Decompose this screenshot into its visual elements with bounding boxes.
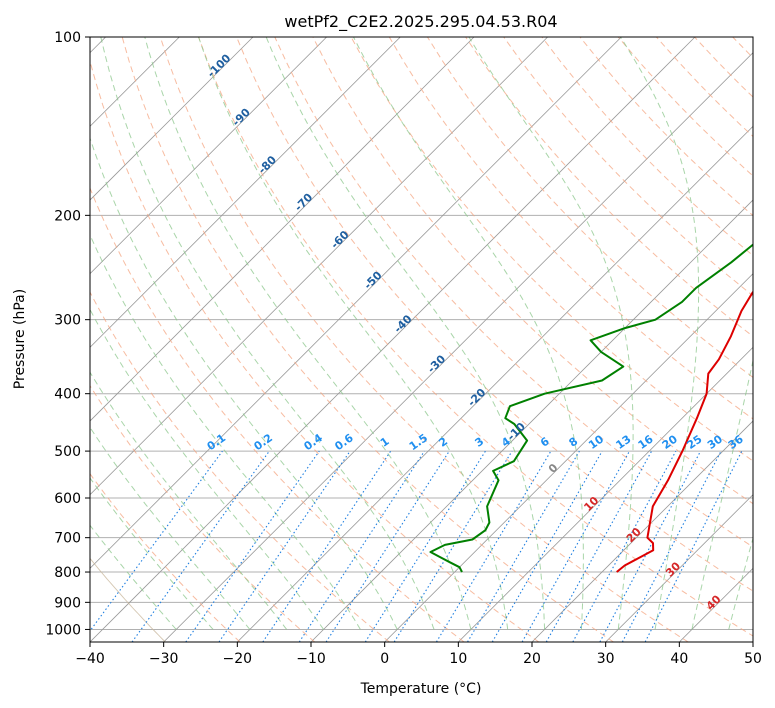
y-tick-label: 900 (54, 595, 81, 611)
dry-adiabat (198, 37, 753, 637)
dry-adiabat (312, 37, 753, 505)
mixing-ratio-line (491, 450, 603, 642)
moist-adiabat (353, 37, 584, 630)
x-tick-label: −30 (149, 651, 179, 667)
isotherm-line (90, 37, 696, 642)
moist-adiabat (90, 477, 214, 630)
mixing-ratio-line (545, 450, 653, 642)
dry-adiabat (90, 384, 316, 642)
mixing-ratio-line (218, 450, 351, 642)
isotherm-line (90, 37, 622, 569)
dry-adiabat (90, 472, 241, 642)
dry-adiabat (465, 37, 753, 338)
chart-title: wetPf2_C2E2.2025.295.04.53.R04 (284, 12, 557, 32)
x-tick-label: 40 (670, 651, 688, 667)
moist-adiabat (90, 308, 325, 630)
mixing-ratio-line (325, 450, 450, 642)
y-tick-label: 100 (54, 30, 81, 46)
moist-adiabat (265, 37, 546, 630)
dry-adiabat (236, 37, 753, 592)
mixing-ratio-line (467, 450, 580, 642)
temperature-profile (616, 290, 753, 573)
moist-adiabat (198, 37, 509, 630)
isotherm-line (531, 420, 753, 642)
moist-adiabat (90, 371, 288, 630)
dry-adiabat (90, 291, 390, 642)
x-tick-label: −20 (223, 651, 253, 667)
y-tick-label: 300 (54, 313, 81, 329)
dry-adiabat (90, 59, 540, 642)
dry-adiabat (426, 37, 753, 378)
y-tick-label: 600 (54, 491, 81, 507)
mixing-ratio-line (572, 450, 677, 642)
dry-adiabat (90, 186, 465, 642)
x-tick-label: 20 (523, 651, 541, 667)
isotherm-line (237, 125, 753, 642)
isotherm-line (605, 494, 753, 642)
isotherm-line (90, 37, 548, 496)
isotherm-line (310, 199, 753, 642)
x-tick-label: 30 (597, 651, 615, 667)
isotherm-line (90, 37, 254, 201)
isotherm-line (163, 52, 753, 642)
isotherm-line (458, 346, 753, 642)
mixing-ratio-line (521, 450, 630, 642)
mixing-ratio-line (435, 450, 552, 642)
y-tick-label: 200 (54, 208, 81, 224)
moist-adiabat (90, 136, 398, 630)
dry-adiabat (274, 37, 753, 548)
isotherm-line (384, 273, 753, 642)
isotherm-line (90, 37, 475, 422)
dry-adiabat (90, 557, 166, 642)
mixing-ratio-line (185, 450, 320, 642)
moist-adiabat (620, 37, 700, 630)
isotherm-line (90, 37, 401, 348)
x-tick-label: 10 (449, 651, 467, 667)
mixing-ratio-line (393, 450, 513, 642)
x-tick-label: 50 (744, 651, 762, 667)
y-tick-label: 400 (54, 387, 81, 403)
moist-adiabat (100, 37, 435, 630)
dry-adiabat (350, 37, 753, 462)
y-tick-label: 800 (54, 565, 81, 581)
moist-adiabat (691, 358, 753, 630)
y-axis-label: Pressure (hPa) (12, 289, 28, 389)
moist-adiabat (90, 426, 251, 630)
mixing-ratio-line (364, 450, 486, 642)
moist-adiabat (468, 37, 634, 630)
isotherm-line (90, 37, 327, 275)
y-tick-label: 1000 (45, 622, 81, 638)
moist-adiabat (728, 536, 753, 630)
x-tick-label: 0 (380, 651, 389, 667)
x-tick-label: −10 (296, 651, 326, 667)
dewpoint-profile (429, 243, 753, 573)
y-tick-label: 700 (54, 531, 81, 547)
x-tick-label: −40 (75, 651, 105, 667)
dry-adiabat (503, 37, 753, 297)
plot-frame (89, 36, 754, 643)
dry-adiabat (159, 37, 689, 642)
dry-adiabat (388, 37, 753, 420)
x-axis-label: Temperature (°C) (360, 681, 482, 697)
y-tick-label: 500 (54, 444, 81, 460)
moist-adiabat (144, 37, 472, 630)
dry-adiabat (121, 37, 614, 642)
